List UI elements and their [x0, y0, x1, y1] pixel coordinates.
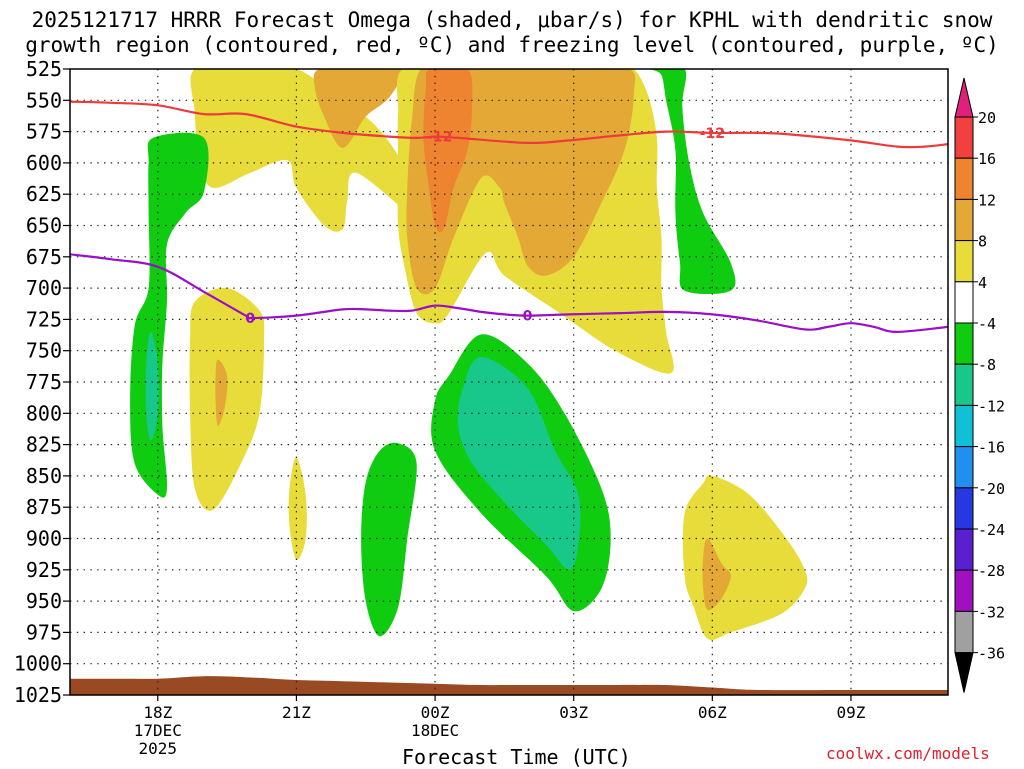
y-tick-label-525: 525 — [26, 57, 62, 81]
freezing-label-1: 0 — [245, 311, 255, 327]
colorbar-bin-6 — [954, 322, 974, 365]
colorbar-bottom-arrow — [954, 652, 974, 693]
colorbar-bin-4 — [954, 240, 974, 283]
omega-region-center-teal — [457, 357, 581, 570]
y-tick-label-600: 600 — [26, 151, 62, 175]
colorbar-bin-7 — [954, 363, 974, 406]
y-tick-label-875: 875 — [26, 495, 62, 519]
x-date-label-17DEC: 17DEC — [134, 721, 182, 740]
omega-region-right-green — [651, 69, 736, 295]
y-tick-label-675: 675 — [26, 245, 62, 269]
omega-region-center-green-blob — [361, 442, 417, 637]
omega-region-upper-left-orange — [313, 69, 404, 148]
colorbar-label--24: -24 — [978, 521, 1005, 539]
omega-region-mid-left-yellow — [189, 287, 265, 511]
colorbar-label-4: 4 — [978, 274, 987, 292]
omega-region-small-yellow — [288, 457, 307, 561]
y-tick-label-700: 700 — [26, 276, 62, 300]
colorbar-bin-5 — [954, 281, 974, 324]
y-tick-label-825: 825 — [26, 433, 62, 457]
y-tick-label-775: 775 — [26, 370, 62, 394]
y-tick-label-625: 625 — [26, 182, 62, 206]
y-tick-label-800: 800 — [26, 401, 62, 425]
freezing-label-2: 0 — [523, 309, 533, 325]
omega-region-right-yellow — [682, 475, 808, 641]
colorbar-bin-8 — [954, 404, 974, 448]
credit-text: coolwx.com/models — [826, 744, 990, 763]
terrain-surface — [70, 676, 948, 695]
omega-region-right-orange — [702, 538, 731, 611]
y-axis: 525 550 575 600 625 650 675 700 725 750 775 800 825 8… — [14, 57, 70, 707]
x-tick-label-09Z: 09Z — [837, 703, 866, 722]
colorbar-label--8: -8 — [978, 356, 996, 374]
x-tick-label-06Z: 06Z — [698, 703, 727, 722]
colorbar-bin-10 — [954, 487, 974, 530]
y-tick-label-950: 950 — [26, 589, 62, 613]
omega-region-mid-left-orange — [215, 359, 228, 426]
colorbar-bin-12 — [954, 569, 974, 612]
chart-title-line-2: growth region (contoured, red, ºC) and f… — [25, 33, 999, 57]
x-tick-label-03Z: 03Z — [559, 703, 588, 722]
y-tick-label-750: 750 — [26, 339, 62, 363]
y-tick-label-1000: 1000 — [14, 652, 62, 676]
colorbar-bin-13 — [954, 610, 974, 654]
y-tick-label-725: 725 — [26, 307, 62, 331]
colorbar-bin-3 — [954, 198, 974, 242]
contour-lines — [70, 100, 948, 334]
colorbar-bin-11 — [954, 528, 974, 571]
y-tick-label-850: 850 — [26, 464, 62, 488]
contour-labels: -12 -12 0 0 — [245, 126, 725, 327]
colorbar-bin-2 — [954, 157, 974, 200]
omega-region-upper-left-yellow — [190, 69, 422, 232]
x-tick-label-18Z: 18Z — [143, 703, 172, 722]
omega-region-left-teal — [145, 331, 159, 441]
colorbar-label-12: 12 — [978, 191, 996, 209]
freezing-level-contour — [70, 253, 948, 334]
colorbar-label--36: -36 — [978, 645, 1005, 663]
colorbar: 20 16 12 8 4 -4 -8 -12 -16 -20 -24 -28 -32 -36 — [954, 77, 1005, 693]
chart-title-line-1: 2025121717 HRRR Forecast Omega (shaded, … — [31, 8, 993, 32]
colorbar-bin-9 — [954, 446, 974, 489]
y-tick-label-575: 575 — [26, 120, 62, 144]
colorbar-top-arrow — [954, 77, 974, 118]
x-tick-label-21Z: 21Z — [282, 703, 311, 722]
x-tick-label-00Z: 00Z — [421, 703, 450, 722]
colorbar-label-16: 16 — [978, 150, 996, 168]
colorbar-bin-1 — [954, 116, 974, 159]
y-tick-label-550: 550 — [26, 88, 62, 112]
colorbar-label-8: 8 — [978, 233, 987, 251]
colorbar-label--12: -12 — [978, 397, 1005, 415]
colorbar-label--28: -28 — [978, 562, 1005, 580]
y-tick-label-900: 900 — [26, 527, 62, 551]
y-tick-label-650: 650 — [26, 214, 62, 238]
y-tick-label-925: 925 — [26, 558, 62, 582]
colorbar-label--4: -4 — [978, 315, 996, 333]
colorbar-label--32: -32 — [978, 603, 1005, 621]
colorbar-label--20: -20 — [978, 480, 1005, 498]
grid-lines — [70, 69, 948, 695]
omega-shading — [70, 69, 948, 695]
omega-region-upper-center-darkorange — [423, 69, 473, 233]
colorbar-label-20: 20 — [978, 109, 996, 127]
x-date-label-18DEC: 18DEC — [411, 721, 459, 740]
colorbar-label--16: -16 — [978, 439, 1005, 457]
dendritic-label-1: -12 — [427, 130, 452, 146]
y-tick-label-1025: 1025 — [14, 683, 62, 707]
x-axis-title: Forecast Time (UTC) — [402, 745, 631, 769]
x-year-label-2025: 2025 — [139, 739, 178, 758]
dendritic-minus12-contour — [70, 100, 948, 149]
y-tick-label-975: 975 — [26, 620, 62, 644]
dendritic-label-2: -12 — [700, 126, 725, 142]
